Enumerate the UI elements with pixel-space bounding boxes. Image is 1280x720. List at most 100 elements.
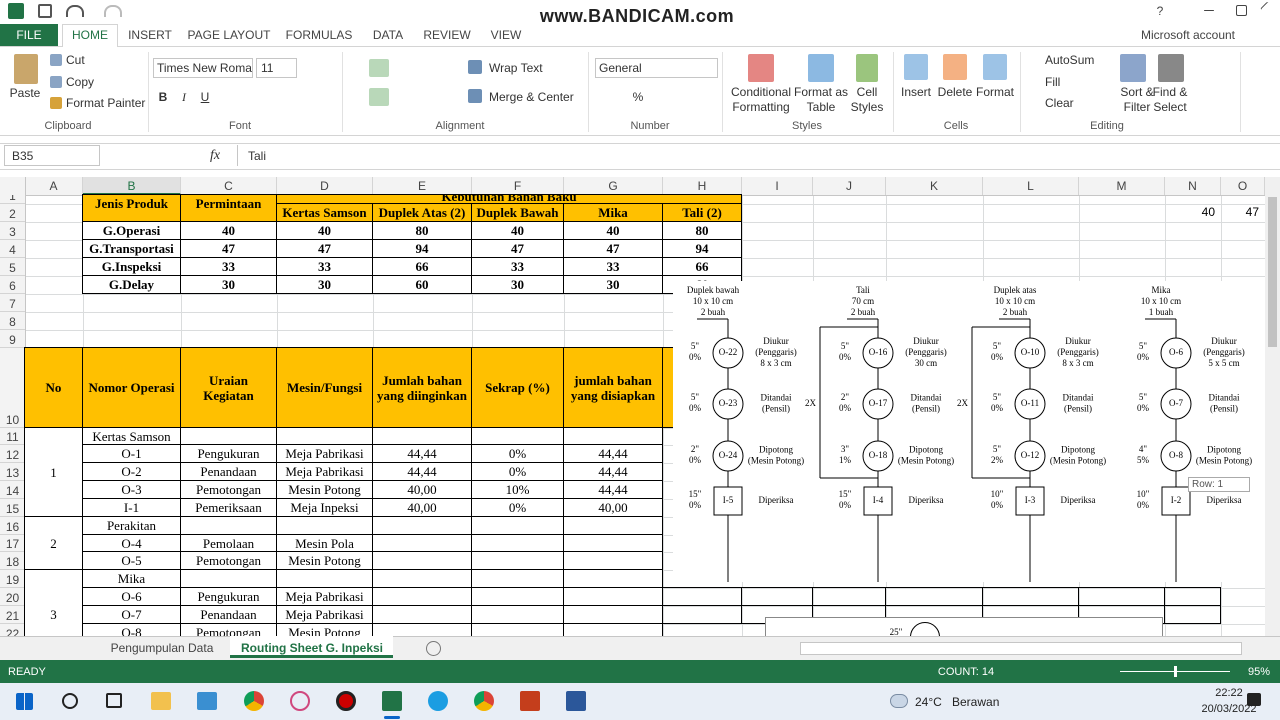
ribbon-tab[interactable]: FORMULAS [285, 28, 353, 42]
row-header[interactable]: 17 [0, 535, 25, 552]
row-header[interactable]: 19 [0, 570, 25, 588]
ribbon-button[interactable]: Delete [937, 85, 973, 99]
column-header[interactable]: B [83, 177, 181, 195]
column-header[interactable]: O [1221, 177, 1265, 195]
ribbon-button[interactable]: % [632, 90, 644, 104]
ribbon-button[interactable]: Copy [66, 75, 95, 89]
start-button[interactable] [16, 693, 33, 710]
column-header[interactable]: N [1165, 177, 1221, 195]
ribbon-button[interactable]: Insert [900, 85, 932, 99]
ribbon-button[interactable]: Format [975, 85, 1015, 99]
chrome-app[interactable] [474, 691, 494, 711]
ribbon-button[interactable]: Formatting [732, 100, 790, 114]
row-header[interactable]: 22 [0, 624, 25, 636]
column-header[interactable]: L [983, 177, 1079, 195]
font-name-box[interactable] [153, 58, 253, 78]
ribbon-button[interactable]: Select [1153, 100, 1187, 114]
ribbon-button[interactable]: I [182, 90, 186, 104]
ribbon-button[interactable]: Clear [1045, 96, 1074, 110]
vertical-scrollbar[interactable] [1265, 177, 1280, 636]
column-header[interactable]: E [373, 177, 472, 195]
column-header[interactable]: K [886, 177, 983, 195]
minimize-button[interactable] [1204, 10, 1214, 11]
column-header[interactable]: M [1079, 177, 1165, 195]
ribbon-tab[interactable]: VIEW [490, 28, 522, 42]
number-format-box[interactable] [595, 58, 718, 78]
column-header[interactable]: I [742, 177, 813, 195]
sheet-tab[interactable]: Pengumpulan Data [110, 641, 214, 655]
redo-icon[interactable] [104, 5, 122, 17]
column-header[interactable]: C [181, 177, 277, 195]
ribbon-button[interactable]: AutoSum [1045, 53, 1095, 67]
powerpoint-app[interactable] [520, 691, 540, 711]
horizontal-scrollbar[interactable] [800, 642, 1242, 655]
edge-app[interactable] [428, 691, 448, 711]
help-button[interactable]: ? [1156, 4, 1164, 18]
formula-input[interactable] [237, 145, 1268, 166]
scroll-thumb[interactable] [1268, 197, 1277, 347]
row-header[interactable]: 21 [0, 606, 25, 624]
row-header[interactable]: 16 [0, 517, 25, 535]
active-sheet-tab[interactable] [230, 636, 393, 658]
row-header[interactable]: 11 [0, 428, 25, 445]
zoom-thumb[interactable] [1174, 666, 1177, 677]
ribbon-tab[interactable]: REVIEW [423, 28, 471, 42]
row-header[interactable]: 13 [0, 463, 25, 481]
explorer-app[interactable] [151, 692, 171, 710]
fx-button[interactable]: fx [209, 148, 221, 163]
row-header[interactable]: 10 [0, 348, 25, 428]
ribbon-button[interactable]: Wrap Text [489, 61, 543, 75]
column-header[interactable]: H [663, 177, 742, 195]
row-header[interactable]: 12 [0, 445, 25, 463]
ribbon-button[interactable]: Fill [1045, 75, 1061, 89]
ribbon-button[interactable]: Table [806, 100, 836, 114]
ribbon-button[interactable]: Format as [793, 85, 849, 99]
ribbon-button[interactable]: U [200, 90, 210, 104]
account[interactable]: Microsoft account [1140, 28, 1236, 42]
ribbon-button[interactable]: B [158, 90, 168, 104]
ribbon-button[interactable]: Format Painter [66, 96, 146, 110]
ribbon-tab[interactable]: HOME [72, 28, 108, 42]
new-sheet-button[interactable] [426, 641, 441, 656]
row-header[interactable]: 6 [0, 276, 25, 294]
ribbon-button[interactable]: Merge & Center [489, 90, 574, 104]
chrome-app[interactable] [244, 691, 264, 711]
ribbon-tab[interactable]: FILE [16, 28, 42, 42]
undo-icon[interactable] [66, 5, 84, 17]
row-header[interactable]: 9 [0, 330, 25, 348]
ribbon-button[interactable]: Cell [856, 85, 878, 99]
ribbon-tab[interactable]: INSERT [128, 28, 172, 42]
ribbon-button[interactable]: Styles [850, 100, 884, 114]
column-header[interactable]: F [472, 177, 564, 195]
notification-icon[interactable] [1247, 693, 1261, 706]
ribbon-button[interactable]: Conditional [730, 85, 792, 99]
word-app[interactable] [566, 691, 586, 711]
app[interactable] [290, 691, 310, 711]
row-header[interactable]: 1 [0, 195, 25, 204]
save-icon[interactable] [38, 4, 52, 18]
row-header[interactable]: 8 [0, 312, 25, 330]
ribbon-button[interactable]: Filter [1123, 100, 1151, 114]
ribbon-tab[interactable]: PAGE LAYOUT [187, 28, 271, 42]
ribbon-tab[interactable]: DATA [372, 28, 404, 42]
column-header[interactable]: J [813, 177, 886, 195]
restore-button[interactable] [1236, 5, 1247, 16]
task-view[interactable] [106, 693, 122, 708]
name-box[interactable] [4, 145, 100, 166]
font-size-box[interactable] [256, 58, 297, 78]
recorder-app[interactable] [336, 691, 356, 711]
search-button[interactable] [62, 693, 78, 709]
column-header[interactable]: D [277, 177, 373, 195]
ribbon-button[interactable]: Paste [9, 86, 41, 100]
row-header[interactable]: 2 [0, 204, 25, 222]
row-header[interactable]: 15 [0, 499, 25, 517]
sheet-tab[interactable]: Routing Sheet G. Inpeksi [240, 641, 384, 655]
row-header[interactable]: 7 [0, 294, 25, 312]
column-header[interactable]: A [25, 177, 83, 195]
row-header[interactable]: 5 [0, 258, 25, 276]
row-header[interactable]: 18 [0, 552, 25, 570]
excel-app[interactable] [382, 691, 402, 711]
ribbon-button[interactable]: Find & [1152, 85, 1188, 99]
ribbon-button[interactable]: Cut [66, 53, 85, 67]
app[interactable] [197, 692, 217, 710]
